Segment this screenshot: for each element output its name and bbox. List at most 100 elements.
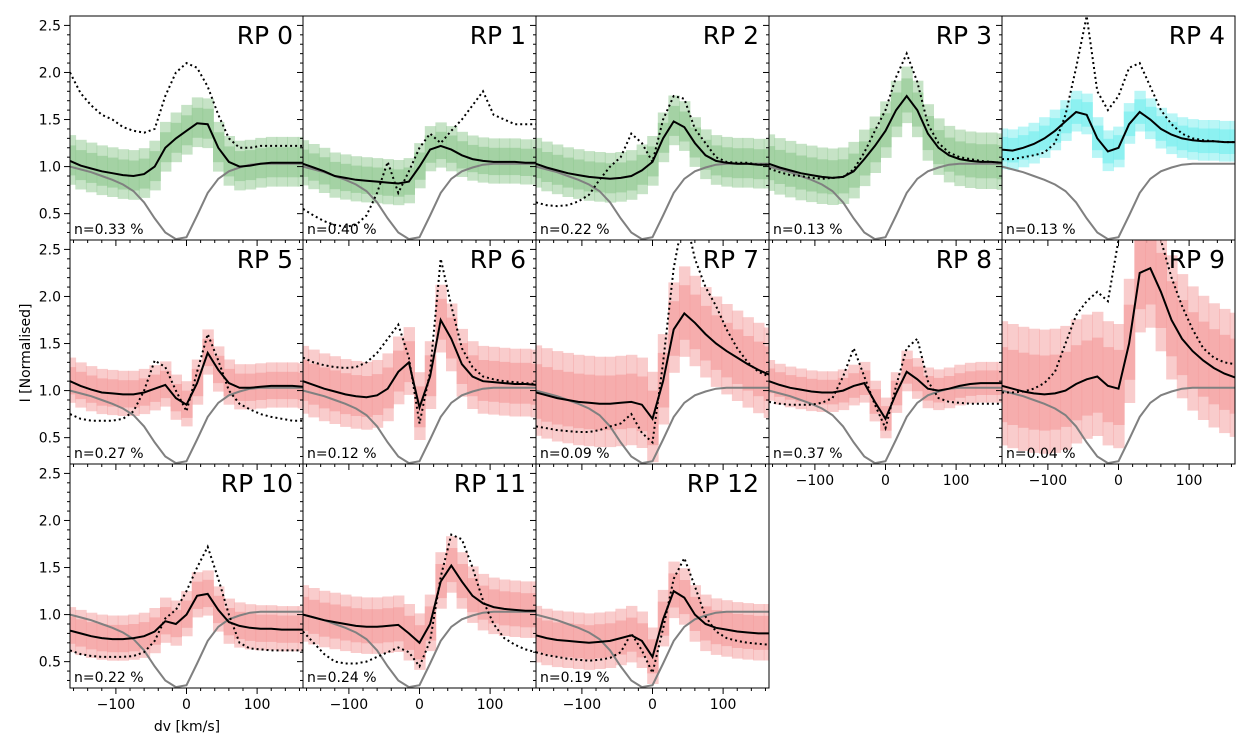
density-band-inner — [769, 368, 776, 394]
reference-profile-line — [769, 386, 1002, 464]
max-profile-line — [769, 50, 1002, 180]
panel: RP 6 n=0.12 % — [297, 239, 537, 470]
panel-plot-area — [1002, 16, 1235, 240]
panel-percentage-note: n=0.27 % — [74, 446, 144, 462]
x-tick-label: 0 — [1114, 473, 1123, 489]
panel-plot-area — [70, 61, 303, 240]
mean-profile-line — [769, 94, 1002, 179]
x-tick-label: −100 — [796, 473, 834, 489]
y-tick-label: 1.0 — [39, 160, 61, 176]
max-profile-line — [536, 240, 769, 445]
panel-title: RP 10 — [221, 469, 293, 498]
y-tick-label: 0.5 — [39, 655, 61, 671]
max-profile-line — [70, 61, 303, 149]
x-tick-label: 100 — [244, 697, 271, 713]
density-band-inner — [753, 341, 765, 397]
panel-plot-area — [769, 50, 1002, 240]
panel-percentage-note: n=0.22 % — [540, 222, 610, 238]
y-tick-label: 1.5 — [39, 561, 61, 577]
reference-profile-line — [1002, 162, 1235, 240]
y-tick-label: 2.5 — [39, 466, 61, 482]
reference-profile-line — [303, 386, 536, 464]
x-tick-label: 100 — [477, 697, 504, 713]
max-profile-line — [1002, 240, 1235, 394]
density-band-inner — [1187, 312, 1199, 388]
x-axis-label: dv [km/s] — [154, 719, 220, 735]
mean-profile-line — [769, 370, 1002, 421]
y-tick-label: 1.0 — [39, 384, 61, 400]
panel: 0.5 1.0 1.5 2.0 2.5 −100 0 100 RP 10 n=0.22 % — [39, 463, 304, 713]
mean-profile-line — [1002, 266, 1235, 396]
density-band-inner — [1102, 347, 1114, 423]
panel-title: RP 9 — [1169, 245, 1225, 274]
density-band-inner — [769, 146, 776, 181]
density-band-inner — [626, 373, 638, 429]
panel-plot-area — [70, 329, 303, 464]
panel-percentage-note: n=0.12 % — [307, 446, 377, 462]
panel-plot-area — [70, 544, 303, 688]
reference-profile-line — [536, 386, 769, 464]
panel-title: RP 5 — [237, 245, 293, 274]
density-band-inner — [1145, 240, 1157, 305]
panel-plot-area — [536, 240, 769, 464]
reference-profile-line — [70, 610, 303, 688]
max-profile-line — [303, 89, 536, 228]
density-band-inner — [721, 322, 733, 378]
max-profile-line — [70, 330, 303, 422]
panel-title: RP 11 — [454, 469, 526, 498]
panel-percentage-note: n=0.19 % — [540, 670, 610, 686]
panel-plot-area — [769, 336, 1002, 464]
panel-percentage-note: n=0.40 % — [307, 222, 377, 238]
density-band-inner — [1007, 349, 1019, 425]
x-tick-label: 0 — [415, 697, 424, 713]
panel-title: RP 0 — [237, 21, 293, 50]
x-tick-label: 100 — [710, 697, 737, 713]
panel: −100 0 100 RP 8 n=0.37 % — [763, 239, 1003, 489]
max-profile-line — [70, 544, 303, 658]
panel-percentage-note: n=0.22 % — [74, 670, 144, 686]
density-band-inner — [1017, 352, 1030, 428]
x-tick-label: 0 — [182, 697, 191, 713]
x-tick-label: −100 — [1029, 473, 1067, 489]
density-band-inner — [710, 315, 723, 370]
panel: 0.5 1.0 1.5 2.0 2.5 RP 0 n=0.33 % — [39, 15, 304, 246]
y-tick-label: 1.5 — [39, 337, 61, 353]
panels-layer: 0.51.01.52.02.5 RP 0n=0.33 %RP 1n=0.40 %R… — [39, 15, 1236, 713]
panel-title: RP 8 — [936, 245, 992, 274]
panel-plot-area — [536, 555, 769, 688]
y-tick-label: 1.0 — [39, 608, 61, 624]
density-band-inner — [1219, 334, 1231, 410]
panel: −100 0 100 RP 11 n=0.24 % — [297, 463, 537, 713]
panel-percentage-note: n=0.33 % — [74, 222, 144, 238]
panel-percentage-note: n=0.13 % — [773, 222, 843, 238]
panel-title: RP 3 — [936, 21, 992, 50]
reference-profile-line — [536, 610, 769, 688]
y-tick-label: 2.0 — [39, 513, 61, 529]
panel: RP 3 n=0.13 % — [763, 15, 1003, 246]
density-band-inner — [303, 149, 310, 177]
density-band-inner — [536, 617, 543, 652]
max-profile-line — [769, 336, 1002, 432]
y-tick-label: 2.0 — [39, 289, 61, 305]
reference-profile-line — [769, 162, 1002, 240]
x-tick-label: −100 — [97, 697, 135, 713]
reference-profile-line — [70, 386, 303, 464]
panel-title: RP 7 — [703, 245, 759, 274]
mean-profile-line — [536, 120, 769, 180]
panel: RP 2 n=0.22 % — [530, 15, 770, 246]
mean-profile-line — [536, 311, 769, 422]
y-tick-label: 2.5 — [39, 242, 61, 258]
x-tick-label: 100 — [1176, 473, 1203, 489]
x-tick-label: 0 — [881, 473, 890, 489]
x-tick-label: −100 — [330, 697, 368, 713]
mean-profile-line — [70, 592, 303, 641]
panel: −100 0 100 RP 9 n=0.04 % — [996, 239, 1236, 489]
reference-profile-line — [303, 162, 536, 240]
panel-plot-area — [303, 533, 536, 688]
panel-percentage-note: n=0.04 % — [1006, 446, 1076, 462]
panel-title: RP 1 — [470, 21, 526, 50]
panel-percentage-note: n=0.24 % — [307, 670, 377, 686]
y-axis-label: I [Normalised] — [18, 304, 34, 403]
panel: RP 4 n=0.13 % — [996, 15, 1236, 246]
panel-plot-area — [303, 258, 536, 464]
